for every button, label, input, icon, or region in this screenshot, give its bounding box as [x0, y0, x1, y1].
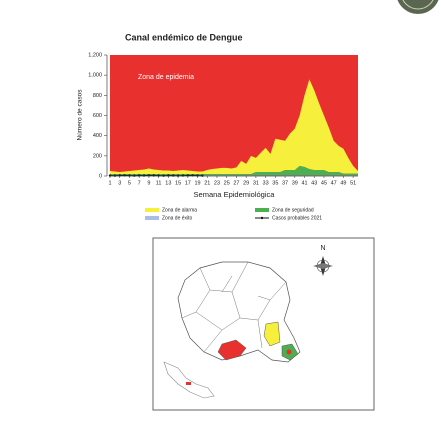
y-axis-label: Número de casos [77, 89, 84, 141]
x-tick-label: 13 [165, 180, 171, 186]
x-tick-label: 19 [194, 180, 200, 186]
x-tick-label: 45 [321, 180, 327, 186]
legend-swatch [145, 208, 159, 212]
x-tick-label: 3 [118, 180, 121, 186]
y-tick-label: 0 [99, 173, 102, 179]
logo [396, 0, 440, 14]
legend-swatch [145, 216, 159, 220]
x-tick-label: 35 [272, 180, 278, 186]
x-tick-label: 25 [224, 180, 230, 186]
x-tick-label: 15 [175, 180, 181, 186]
x-tick-label: 47 [331, 180, 337, 186]
x-tick-label: 9 [147, 180, 150, 186]
x-tick-label: 33 [263, 180, 269, 186]
x-tick-label: 17 [185, 180, 191, 186]
x-tick-label: 43 [311, 180, 317, 186]
x-tick-label: 23 [214, 180, 220, 186]
legend-label: Zona de seguridad [272, 207, 314, 213]
x-tick-label: 27 [233, 180, 239, 186]
annotation: Zona de epidemia [138, 74, 194, 81]
y-tick-label: 1,200 [88, 52, 102, 58]
legend-label: Casos probables 2021 [272, 215, 322, 221]
chart-title: Canal endémico de Dengue [125, 32, 243, 42]
legend-label: Zona de éxito [162, 215, 193, 221]
x-tick-label: 21 [204, 180, 210, 186]
mexico-inset-highlight [186, 382, 191, 385]
x-tick-label: 39 [292, 180, 298, 186]
x-tick-label: 49 [340, 180, 346, 186]
x-tick-label: 7 [138, 180, 141, 186]
map: N [153, 238, 374, 410]
x-tick-label: 41 [301, 180, 307, 186]
y-tick-label: 200 [93, 153, 102, 159]
legend-marker [261, 217, 263, 219]
legend-label: Zona de alarma [162, 207, 197, 213]
x-tick-label: 31 [253, 180, 259, 186]
legend-swatch [255, 208, 269, 212]
x-tick-label: 1 [108, 180, 111, 186]
region-dot [287, 350, 292, 355]
y-tick-label: 400 [93, 133, 102, 139]
x-tick-label: 11 [156, 180, 162, 186]
x-tick-label: 29 [243, 180, 249, 186]
line-marker [182, 174, 184, 176]
y-tick-label: 800 [93, 93, 102, 99]
x-tick-label: 37 [282, 180, 288, 186]
y-tick-label: 600 [93, 113, 102, 119]
x-tick-label: 51 [350, 180, 356, 186]
north-label: N [320, 245, 325, 252]
y-tick-label: 1,000 [88, 73, 102, 79]
x-tick-label: 5 [128, 180, 131, 186]
line-marker [143, 174, 145, 176]
line-marker [172, 174, 174, 176]
x-axis-label: Semana Epidemiológica [194, 190, 276, 199]
